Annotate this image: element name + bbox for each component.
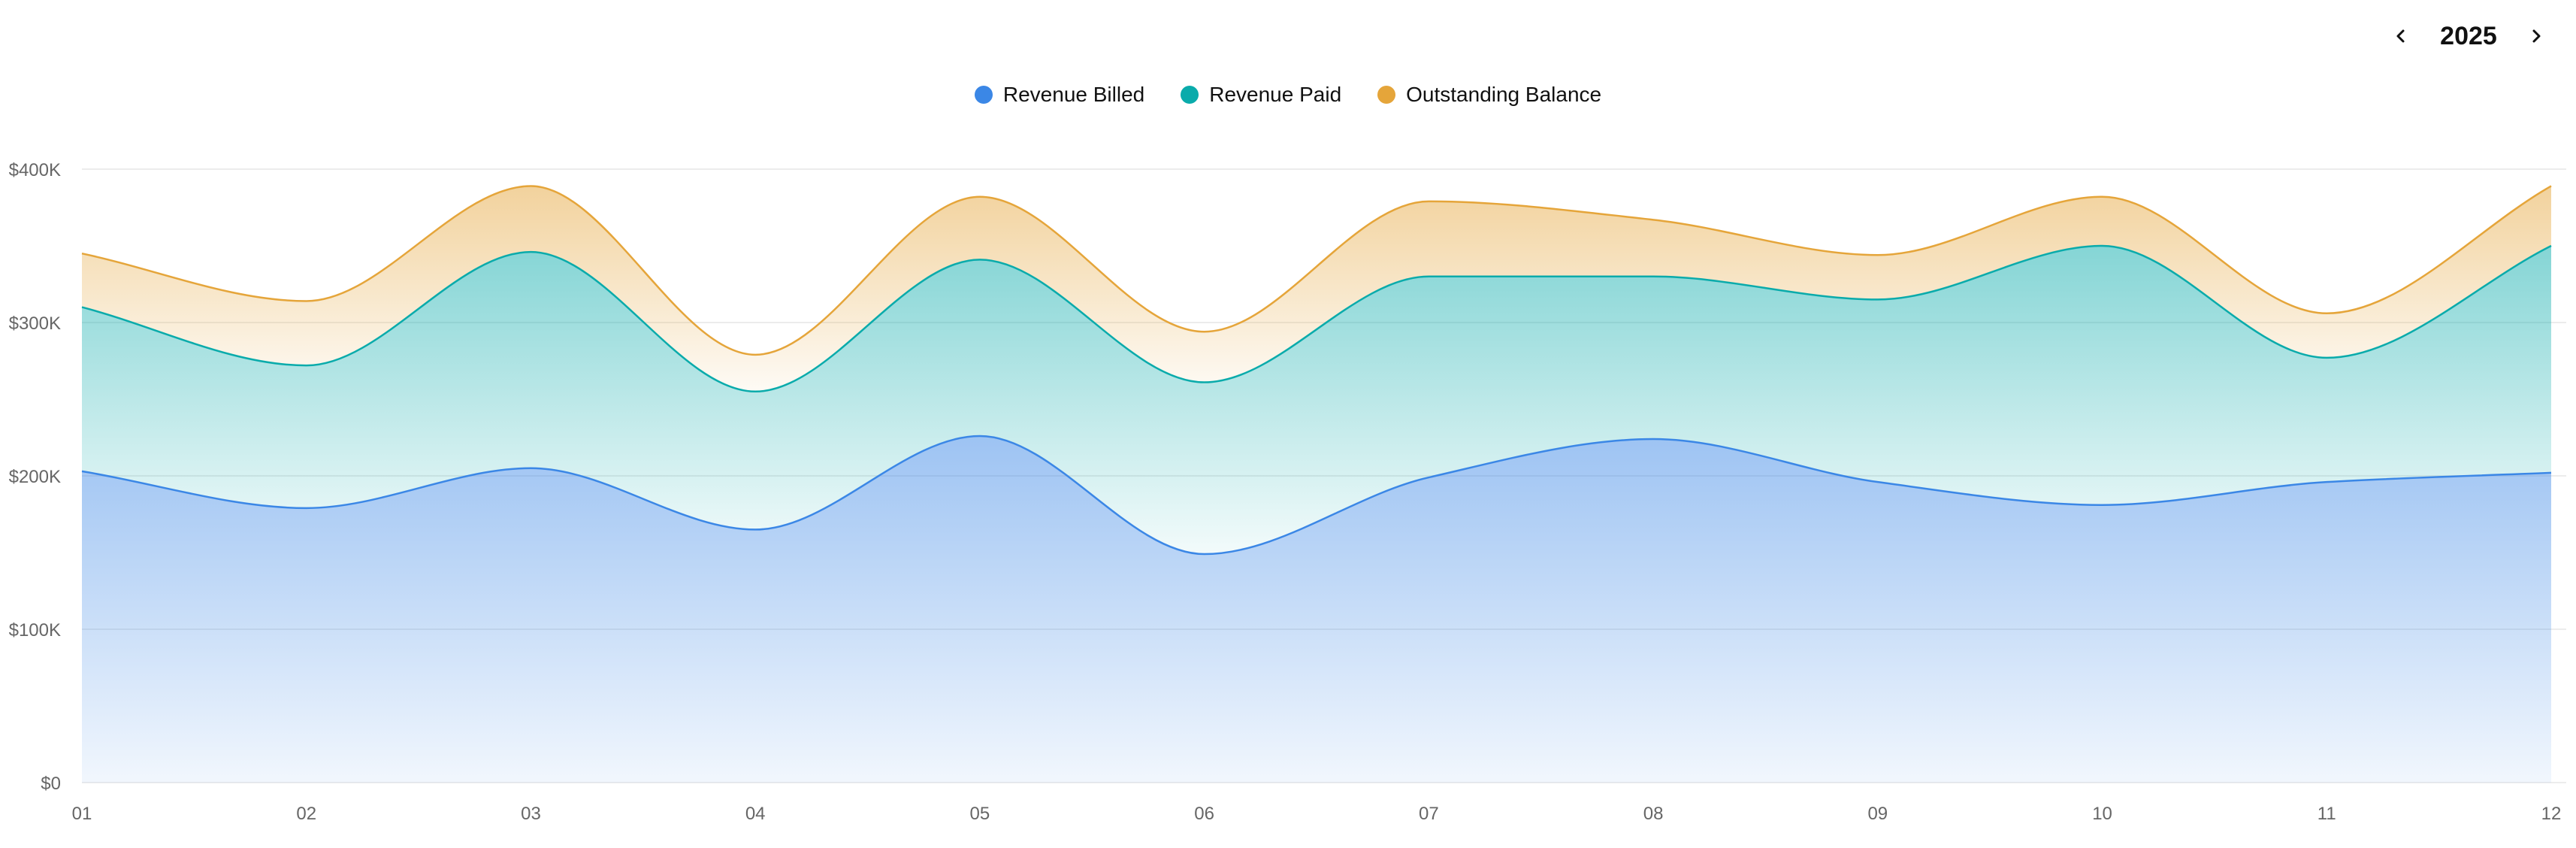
- x-tick-label: 05: [970, 804, 990, 824]
- area-outstanding-balance: [82, 186, 2551, 392]
- legend-label: Outstanding Balance: [1406, 83, 1602, 106]
- area-revenue-billed: [82, 435, 2551, 783]
- next-year-button[interactable]: [2510, 15, 2562, 57]
- legend-swatch: [1181, 86, 1199, 104]
- legend-label: Revenue Billed: [1002, 83, 1145, 106]
- chart-legend: Revenue Billed Revenue Paid Outstanding …: [0, 83, 2576, 107]
- x-tick-label: 12: [2541, 804, 2562, 824]
- y-axis: $0 $100K $200K $300K $400K: [9, 160, 61, 794]
- x-tick-label: 03: [521, 804, 541, 824]
- chevron-right-icon: [2532, 29, 2541, 43]
- line-outstanding-balance: [81, 185, 2552, 356]
- lines: [81, 185, 2552, 556]
- legend-item-revenue-paid[interactable]: Revenue Paid: [1181, 83, 1341, 107]
- area-revenue-paid: [82, 246, 2551, 555]
- x-tick-label: 10: [2092, 804, 2112, 824]
- x-tick-label: 08: [1643, 804, 1664, 824]
- x-tick-label: 07: [1419, 804, 1439, 824]
- prev-year-button[interactable]: [2375, 15, 2427, 57]
- legend-swatch: [1377, 86, 1396, 104]
- line-revenue-billed: [81, 435, 2552, 556]
- x-tick-label: 01: [72, 804, 92, 824]
- y-tick-label: $300K: [9, 313, 61, 334]
- x-tick-label: 02: [296, 804, 316, 824]
- year-navigator: 2025: [2375, 15, 2562, 57]
- legend-item-outstanding-balance[interactable]: Outstanding Balance: [1377, 83, 1601, 107]
- legend-swatch: [974, 86, 993, 104]
- x-tick-label: 06: [1194, 804, 1214, 824]
- areas: [82, 186, 2551, 783]
- y-tick-label: $100K: [9, 620, 61, 641]
- line-revenue-paid: [81, 244, 2552, 393]
- legend-label: Revenue Paid: [1209, 83, 1342, 106]
- legend-item-revenue-billed[interactable]: Revenue Billed: [974, 83, 1145, 107]
- x-tick-label: 04: [745, 804, 766, 824]
- y-tick-label: $400K: [9, 160, 61, 180]
- x-tick-label: 11: [2317, 804, 2336, 824]
- y-tick-label: $0: [41, 774, 61, 794]
- chevron-left-icon: [2396, 29, 2405, 43]
- y-tick-label: $200K: [9, 467, 61, 487]
- x-tick-label: 09: [1867, 804, 1888, 824]
- year-label: 2025: [2440, 21, 2497, 50]
- x-axis: 01 02 03 04 05 06 07 08 09 10 11 12: [72, 804, 2562, 824]
